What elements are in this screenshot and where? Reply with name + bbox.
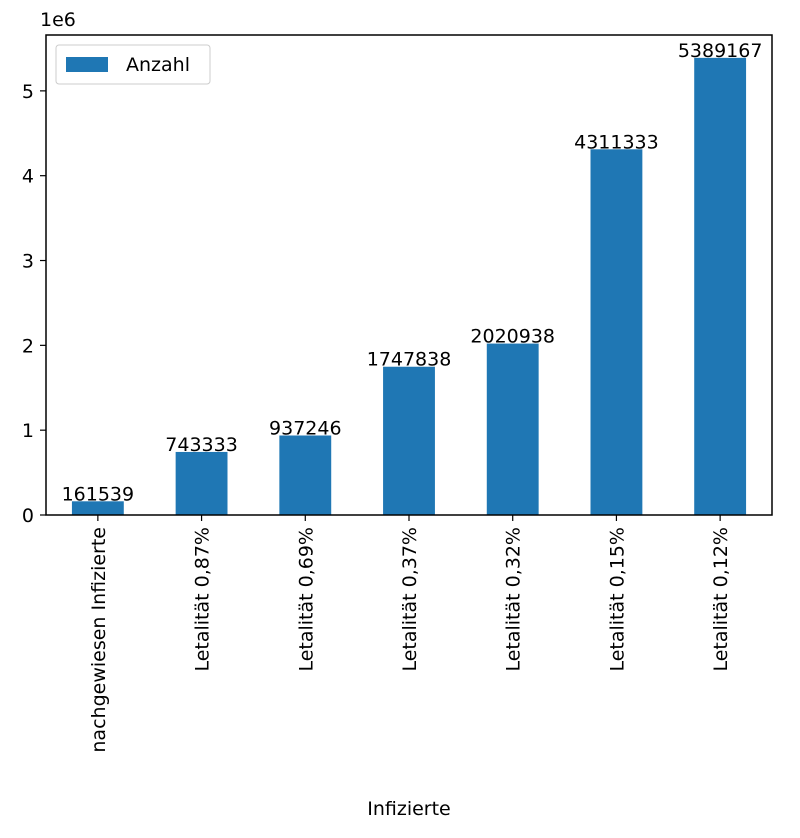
data-label: 1747838 [367, 349, 452, 371]
y-tick-label: 0 [22, 505, 34, 527]
x-tick-label: Letalität 0,87% [192, 527, 214, 672]
bar [71, 501, 124, 515]
data-label: 4311333 [574, 131, 659, 153]
x-axis: nachgewiesen Infizierte Letalität 0,87% Le… [88, 515, 732, 753]
bar [590, 149, 643, 515]
y-tick-label: 1 [22, 420, 34, 442]
x-tick-label: Letalität 0,37% [399, 527, 421, 672]
legend-label: Anzahl [126, 54, 190, 76]
y-axis: 0 1 2 3 4 5 [22, 81, 46, 527]
data-label: 161539 [62, 483, 135, 505]
y-tick-label: 5 [22, 81, 34, 103]
y-axis-offset-label: 1e6 [40, 9, 76, 31]
bar [486, 343, 539, 515]
data-label: 2020938 [470, 326, 555, 348]
x-axis-title: Infizierte [367, 798, 451, 820]
data-label: 937246 [269, 417, 342, 439]
data-labels-layer: 161539 743333 937246 1747838 2020938 4311333 5… [62, 40, 763, 505]
legend-swatch [66, 57, 108, 72]
x-tick-label: Letalität 0,32% [503, 527, 525, 672]
y-tick-label: 3 [22, 251, 34, 273]
bar [279, 435, 332, 515]
legend: Anzahl [55, 44, 211, 85]
y-tick-label: 4 [22, 166, 34, 188]
x-tick-label: Letalität 0,15% [606, 527, 628, 672]
x-tick-label: nachgewiesen Infizierte [88, 527, 110, 753]
bar [694, 57, 747, 515]
x-tick-label: Letalität 0,12% [710, 527, 732, 672]
data-label: 743333 [165, 434, 238, 456]
bar [383, 366, 435, 515]
legend-box [55, 44, 211, 85]
bars-layer [71, 57, 747, 515]
bar [175, 451, 228, 515]
data-label: 5389167 [678, 40, 763, 62]
x-tick-label: Letalität 0,69% [295, 527, 317, 672]
y-tick-label: 2 [22, 335, 34, 357]
